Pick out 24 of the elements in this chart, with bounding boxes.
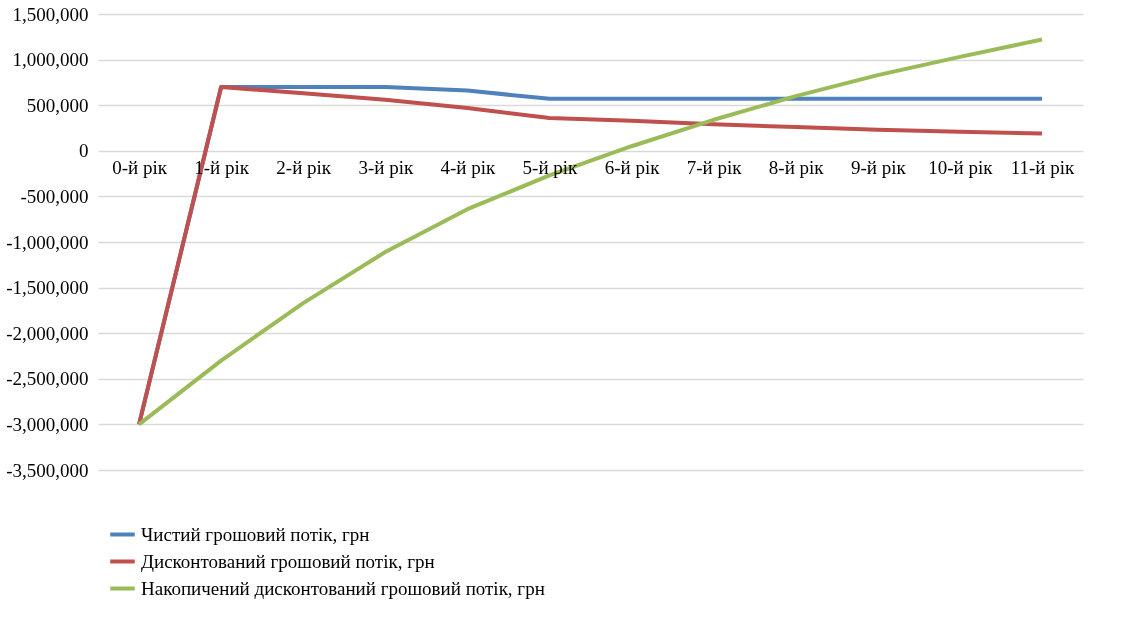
x-tick-label: 8-й рік [768, 157, 825, 179]
y-tick-label: -3,500,000 [6, 459, 89, 481]
y-tick-label: -1,000,000 [6, 231, 89, 253]
y-tick-label: 0 [79, 140, 89, 162]
y-tick-label: 1,000,000 [12, 49, 89, 71]
y-tick-label: -2,500,000 [6, 368, 89, 390]
legend-label: Дисконтований грошовий потік, грн [141, 550, 435, 572]
legend-label: Чистий грошовий потік, грн [141, 523, 370, 545]
x-tick-label: 11-й рік [1010, 157, 1075, 179]
x-tick-label: 9-й рік [850, 157, 907, 179]
y-tick-label: -3,000,000 [6, 413, 89, 435]
x-tick-label: 0-й рік [112, 157, 168, 179]
y-tick-label: 1,500,000 [12, 3, 89, 25]
y-tick-label: -500,000 [20, 185, 89, 207]
x-tick-label: 6-й рік [604, 157, 661, 179]
y-tick-label: -2,000,000 [6, 322, 89, 344]
x-tick-label: 10-й рік [928, 157, 994, 179]
y-tick-label: 500,000 [26, 94, 89, 116]
y-tick-label: -1,500,000 [6, 277, 89, 299]
x-tick-label: 2-й рік [276, 157, 332, 179]
x-tick-label: 7-й рік [686, 157, 743, 179]
x-tick-label: 3-й рік [358, 157, 414, 179]
legend-label: Накопичений дисконтований грошовий потік, грн [141, 577, 545, 599]
x-tick-label: 4-й рік [440, 157, 497, 179]
